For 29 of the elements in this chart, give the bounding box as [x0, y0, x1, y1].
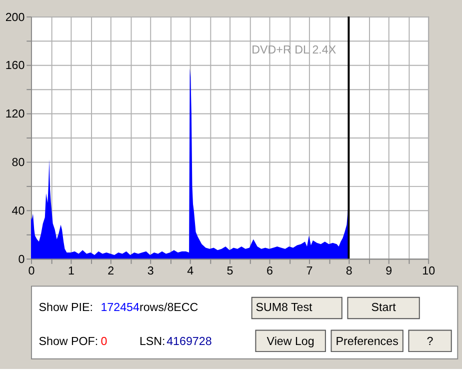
x-tick-label: 1: [68, 264, 74, 278]
text: SUM8 Test: [256, 300, 314, 314]
y-tick-label: 200: [5, 10, 25, 24]
x-tick-label: 10: [422, 264, 436, 278]
x-tick-label: 0: [28, 264, 35, 278]
text: LSN:: [139, 334, 166, 348]
y-tick-label: 120: [5, 108, 25, 121]
y-tick-label: 80: [12, 156, 25, 170]
text: ?: [426, 334, 434, 348]
y-tick-label: 40: [12, 204, 25, 218]
x-tick-label: 3: [147, 264, 154, 278]
text: rows/8ECC: [139, 300, 198, 314]
y-tick-label: 0: [18, 252, 25, 266]
x-tick-label: 7: [306, 264, 313, 278]
x-tick-label: 8: [346, 264, 352, 278]
text: 172454: [100, 300, 140, 314]
x-tick-label: 5: [226, 264, 234, 278]
x-tick-label: 2: [108, 264, 114, 278]
x-tick-label: 4: [187, 264, 194, 278]
text: Preferences: [336, 334, 399, 348]
text: 4169728: [166, 334, 212, 348]
x-tick-label: 6: [266, 264, 273, 278]
text: 0: [100, 334, 108, 348]
text: View Log: [266, 334, 314, 348]
x-tick-label: 9: [386, 264, 392, 278]
text: Show POF:: [38, 334, 98, 348]
text: Show PIE:: [38, 300, 93, 314]
y-tick-label: 160: [5, 59, 25, 72]
text: Start: [371, 300, 397, 314]
